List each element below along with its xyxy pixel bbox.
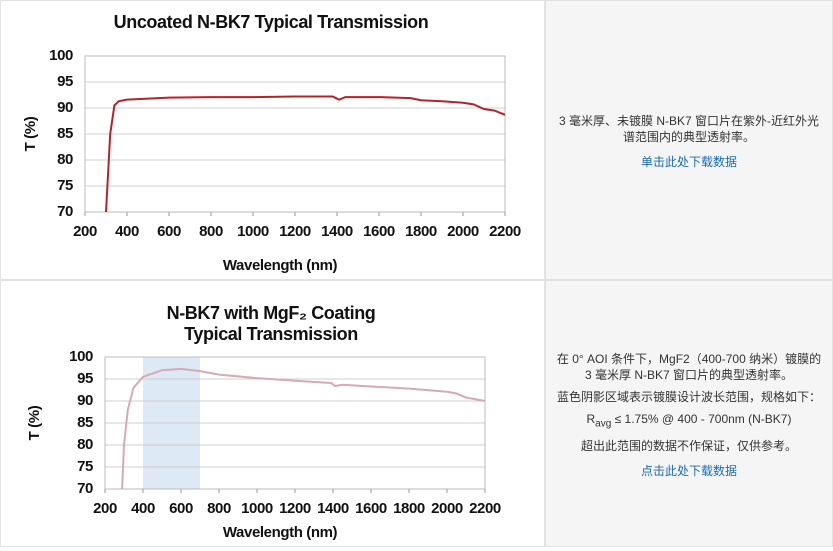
download-link[interactable]: 单击此处下载数据: [640, 155, 737, 169]
y-tick-label: 85: [77, 414, 93, 431]
y-tick-label: 80: [77, 436, 93, 453]
y-tick-label: 90: [77, 392, 93, 409]
x-tick-label: 1000: [237, 223, 269, 240]
paragraph: 蓝色阴影区域表示镀膜设计波长范围，规格如下：: [556, 389, 821, 404]
x-tick-label: 1800: [393, 500, 425, 517]
spec-text: ≤ 1.75% @ 400 - 700nm (N-BK7): [611, 411, 792, 426]
chart: Uncoated N-BK7 Typical Transmission 70 75 8…: [22, 12, 521, 274]
chart-title: Uncoated N-BK7 Typical Transmission: [114, 12, 429, 32]
data-line: [105, 95, 506, 213]
description: 在 0° AOI 条件下，MgF2（400-700 纳米）镀膜的 3 毫米厚 N…: [545, 280, 833, 547]
y-tick-label: 75: [77, 458, 93, 475]
note: 超出此范围的数据不作保证，仅供参考。: [580, 439, 797, 454]
y-tick-label: 90: [57, 99, 73, 116]
y-tick-label: 100: [69, 348, 93, 365]
x-tick-label: 2200: [489, 223, 521, 240]
x-tick-label: 600: [169, 500, 193, 517]
y-tick-label: 70: [57, 203, 73, 220]
y-axis-label: T (%): [22, 116, 39, 151]
x-axis-label: Wavelength (nm): [223, 524, 338, 541]
x-tick-label: 800: [199, 223, 223, 240]
data-line: [121, 367, 486, 490]
x-tick-label: 800: [207, 500, 231, 517]
y-axis-label: T (%): [26, 405, 43, 440]
x-tick-label: 2000: [447, 223, 479, 240]
y-tick-label: 70: [77, 480, 93, 497]
x-tick-label: 1600: [363, 223, 395, 240]
x-tick-label: 1200: [279, 500, 311, 517]
x-tick-label: 200: [73, 223, 97, 240]
x-axis-label: Wavelength (nm): [223, 257, 338, 274]
spec: Ravg ≤ 1.75% @ 400 - 700nm (N-BK7): [587, 411, 792, 432]
x-tick-label: 1400: [321, 223, 353, 240]
y-tick-label: 85: [57, 125, 73, 142]
x-tick-label: 400: [115, 223, 139, 240]
y-tick-label: 75: [57, 177, 73, 194]
chart-title: N-BK7 with MgF₂ Coating: [167, 303, 376, 323]
x-tick-label: 400: [131, 500, 155, 517]
spec-symbol: R: [586, 411, 596, 426]
description: 3 毫米厚、未镀膜 N-BK7 窗口片在紫外-近红外光谱范围内的典型透射率。 单…: [545, 0, 833, 280]
y-tick-label: 95: [57, 73, 73, 90]
y-tick-label: 80: [57, 151, 73, 168]
y-tick-label: 95: [77, 370, 93, 387]
chart-cell: N-BK7 with MgF₂ Coating Typical Transmiss…: [0, 280, 545, 547]
x-tick-label: 1800: [405, 223, 437, 240]
y-tick-label: 100: [49, 47, 73, 64]
paragraph: 3 毫米厚、未镀膜 N-BK7 窗口片在紫外-近红外光谱范围内的典型透射率。: [558, 114, 820, 144]
x-tick-label: 1000: [241, 500, 273, 517]
x-tick-label: 1200: [279, 223, 311, 240]
paragraph: 在 0° AOI 条件下，MgF2（400-700 纳米）镀膜的 3 毫米厚 N…: [556, 351, 822, 382]
x-tick-label: 200: [93, 500, 117, 517]
spec-subscript: avg: [595, 418, 612, 430]
x-tick-label: 2000: [431, 500, 463, 517]
x-tick-label: 1600: [355, 500, 387, 517]
x-tick-label: 1400: [317, 500, 349, 517]
x-tick-label: 600: [157, 223, 181, 240]
chart-title: Typical Transmission: [184, 324, 358, 344]
x-tick-label: 2200: [469, 500, 501, 517]
chart-cell: Uncoated N-BK7 Typical Transmission 70 75 8…: [0, 0, 545, 280]
download-link[interactable]: 点击此处下载数据: [640, 464, 737, 479]
